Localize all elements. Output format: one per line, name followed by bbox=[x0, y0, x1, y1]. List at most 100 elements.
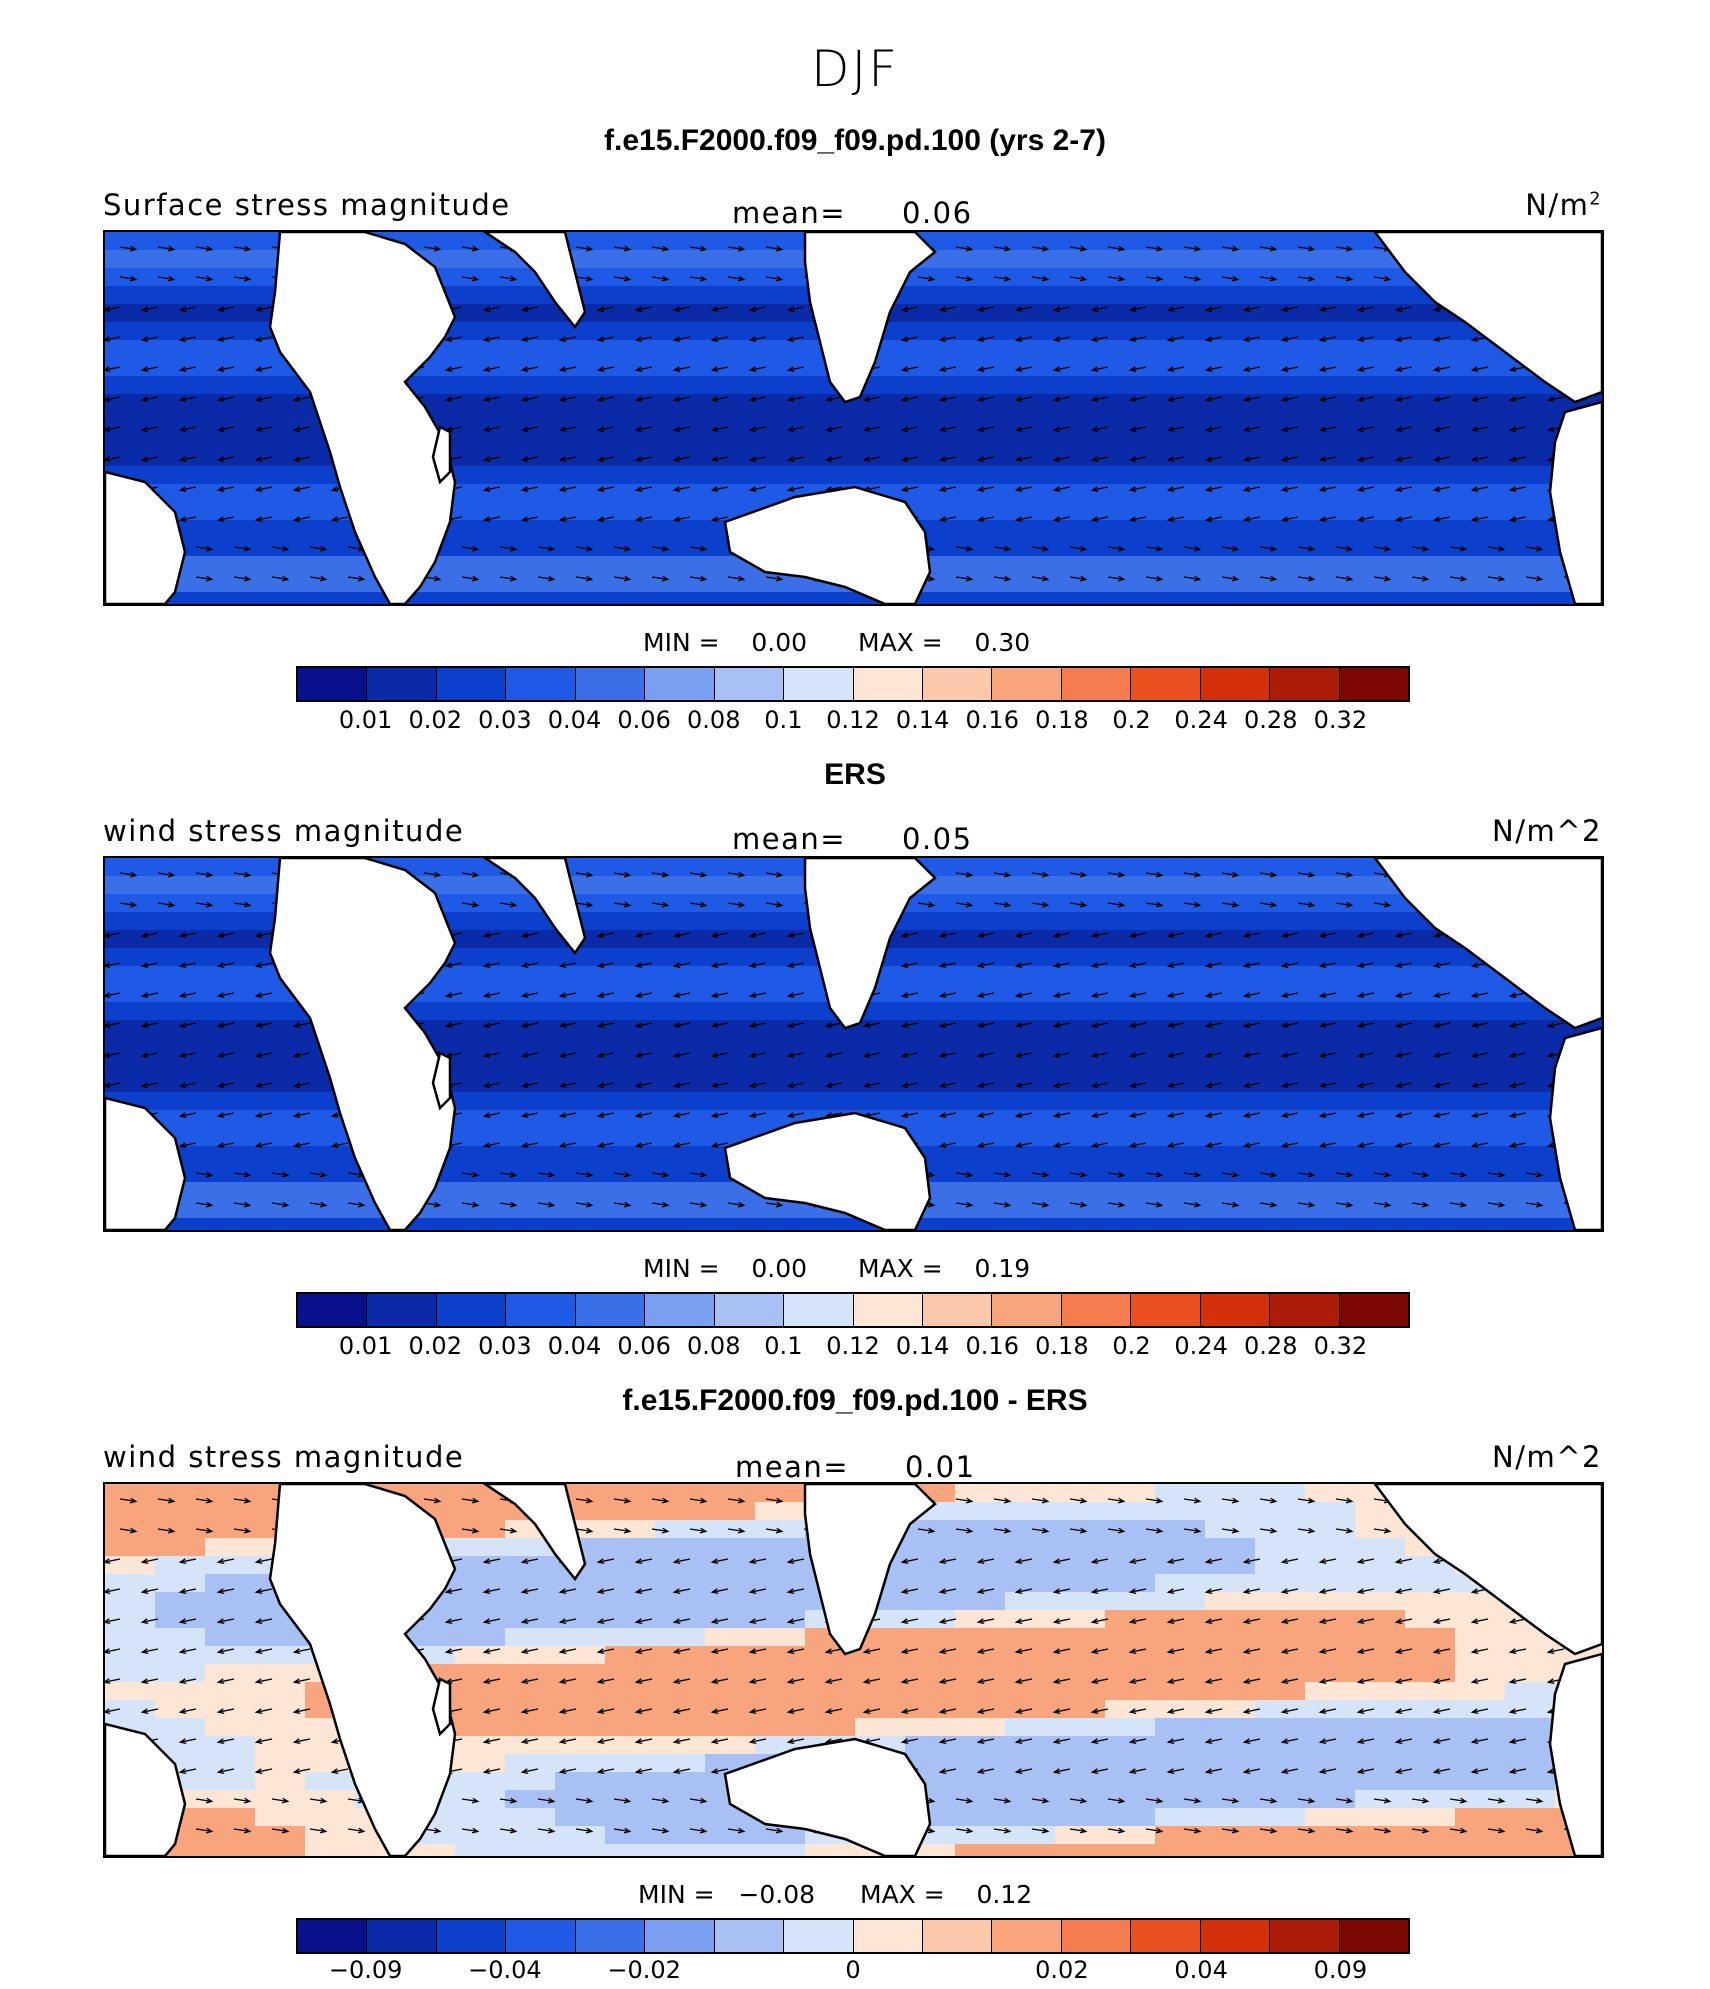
wind-vector-head bbox=[1508, 396, 1517, 403]
wind-vector-head bbox=[1356, 1022, 1365, 1029]
wind-vector-shaft bbox=[233, 1202, 250, 1207]
wind-vector-head bbox=[558, 1112, 567, 1119]
wind-vector-head bbox=[1090, 1142, 1099, 1149]
wind-vector-shaft bbox=[294, 1678, 311, 1683]
wind-vector-shaft bbox=[1244, 306, 1261, 311]
wind-vector-shaft bbox=[1358, 962, 1375, 967]
wind-vector-head bbox=[1356, 1082, 1365, 1089]
wind-vector-head bbox=[1052, 396, 1061, 403]
wind-vector-shaft bbox=[1206, 396, 1223, 401]
colorbar-tick-label: −0.04 bbox=[468, 1956, 542, 1984]
wind-vector-shaft bbox=[1054, 992, 1071, 997]
wind-vector-head bbox=[1155, 1527, 1164, 1534]
wind-vector-shaft bbox=[1244, 962, 1261, 967]
wind-vector-head bbox=[1280, 1558, 1289, 1565]
wind-vector-shaft bbox=[1320, 1558, 1337, 1563]
wind-vector-head bbox=[634, 1738, 643, 1745]
wind-vector-head bbox=[1280, 1648, 1289, 1655]
wind-vector-head bbox=[596, 932, 605, 939]
wind-vector-head bbox=[292, 1022, 301, 1029]
wind-vector-shaft bbox=[689, 902, 706, 907]
wind-vector-shaft bbox=[1244, 992, 1261, 997]
wind-vector-head bbox=[634, 992, 643, 999]
wind-vector-head bbox=[710, 336, 719, 343]
wind-vector-shaft bbox=[1016, 1082, 1033, 1087]
wind-vector-shaft bbox=[484, 1708, 501, 1713]
wind-vector-head bbox=[205, 275, 214, 282]
wind-vector-head bbox=[748, 932, 757, 939]
wind-vector-shaft bbox=[1206, 1112, 1223, 1117]
wind-vector-shaft bbox=[294, 1052, 311, 1057]
wind-vector-shaft bbox=[940, 932, 957, 937]
wind-vector-shaft bbox=[1282, 1678, 1299, 1683]
wind-vector-shaft bbox=[712, 1142, 729, 1147]
wind-vector-head bbox=[471, 1527, 480, 1534]
wind-vector-head bbox=[596, 1558, 605, 1565]
wind-vector-shaft bbox=[499, 576, 516, 581]
wind-vector-head bbox=[1014, 1022, 1023, 1029]
wind-vector-shaft bbox=[522, 426, 539, 431]
wind-vector-head bbox=[1280, 962, 1289, 969]
wind-vector-head bbox=[710, 1112, 719, 1119]
wind-vector-head bbox=[254, 396, 263, 403]
wind-vector-head bbox=[558, 962, 567, 969]
wind-vector-head bbox=[216, 992, 225, 999]
wind-vector-head bbox=[1394, 1708, 1403, 1715]
wind-vector-shaft bbox=[940, 1738, 957, 1743]
wind-vector-shaft bbox=[1130, 336, 1147, 341]
wind-vector-shaft bbox=[560, 366, 577, 371]
wind-vector-head bbox=[520, 516, 529, 523]
wind-vector-head bbox=[140, 992, 149, 999]
wind-vector-shaft bbox=[233, 902, 250, 907]
wind-vector-head bbox=[1242, 962, 1251, 969]
wind-vector-head bbox=[1242, 396, 1251, 403]
colorbar-swatch bbox=[853, 1294, 923, 1326]
wind-vector-head bbox=[1307, 1527, 1316, 1534]
wind-vector-head bbox=[965, 275, 974, 282]
wind-vector-head bbox=[520, 1022, 529, 1029]
wind-vector-shaft bbox=[294, 516, 311, 521]
wind-vector-shaft bbox=[636, 1588, 653, 1593]
wind-vector-head bbox=[1041, 245, 1050, 252]
wind-vector-head bbox=[976, 992, 985, 999]
panel-3-mean-label: mean= bbox=[735, 1450, 850, 1484]
wind-vector-head bbox=[140, 396, 149, 403]
wind-vector-head bbox=[1128, 1708, 1137, 1715]
colorbar-swatch bbox=[575, 1294, 646, 1326]
wind-vector-shaft bbox=[233, 872, 250, 877]
wind-vector-head bbox=[1193, 1497, 1202, 1504]
wind-vector-head bbox=[1470, 336, 1479, 343]
wind-vector-shaft bbox=[446, 366, 463, 371]
wind-vector-head bbox=[1508, 1112, 1517, 1119]
wind-vector-head bbox=[1128, 1112, 1137, 1119]
wind-vector-head bbox=[1394, 1678, 1403, 1685]
wind-vector-shaft bbox=[993, 902, 1010, 907]
wind-vector-head bbox=[1432, 366, 1441, 373]
wind-vector-head bbox=[1394, 1082, 1403, 1089]
wind-vector-shaft bbox=[826, 1738, 843, 1743]
wind-vector-head bbox=[129, 1527, 138, 1534]
wind-vector-shaft bbox=[1168, 1738, 1185, 1743]
wind-vector-head bbox=[1508, 1052, 1517, 1059]
wind-vector-shaft bbox=[651, 1798, 668, 1803]
wind-vector-shaft bbox=[1434, 336, 1451, 341]
wind-vector-shaft bbox=[750, 1708, 767, 1713]
wind-vector-head bbox=[1459, 1827, 1468, 1834]
wind-vector-shaft bbox=[105, 456, 121, 461]
wind-vector-shaft bbox=[651, 872, 668, 877]
wind-vector-head bbox=[938, 1768, 947, 1775]
wind-vector-shaft bbox=[484, 1768, 501, 1773]
wind-vector-shaft bbox=[105, 426, 121, 431]
wind-vector-shaft bbox=[1054, 1082, 1071, 1087]
wind-vector-shaft bbox=[1320, 1142, 1337, 1147]
wind-vector-head bbox=[1231, 575, 1240, 582]
wind-vector-head bbox=[1280, 456, 1289, 463]
wind-vector-head bbox=[1242, 1112, 1251, 1119]
wind-vector-head bbox=[243, 901, 252, 908]
wind-vector-head bbox=[1383, 1797, 1392, 1804]
wind-vector-shaft bbox=[1221, 1528, 1238, 1533]
wind-vector-head bbox=[167, 245, 176, 252]
continents bbox=[105, 1484, 1602, 1856]
wind-vector-head bbox=[1166, 1112, 1175, 1119]
wind-vector-shaft bbox=[1016, 1618, 1033, 1623]
